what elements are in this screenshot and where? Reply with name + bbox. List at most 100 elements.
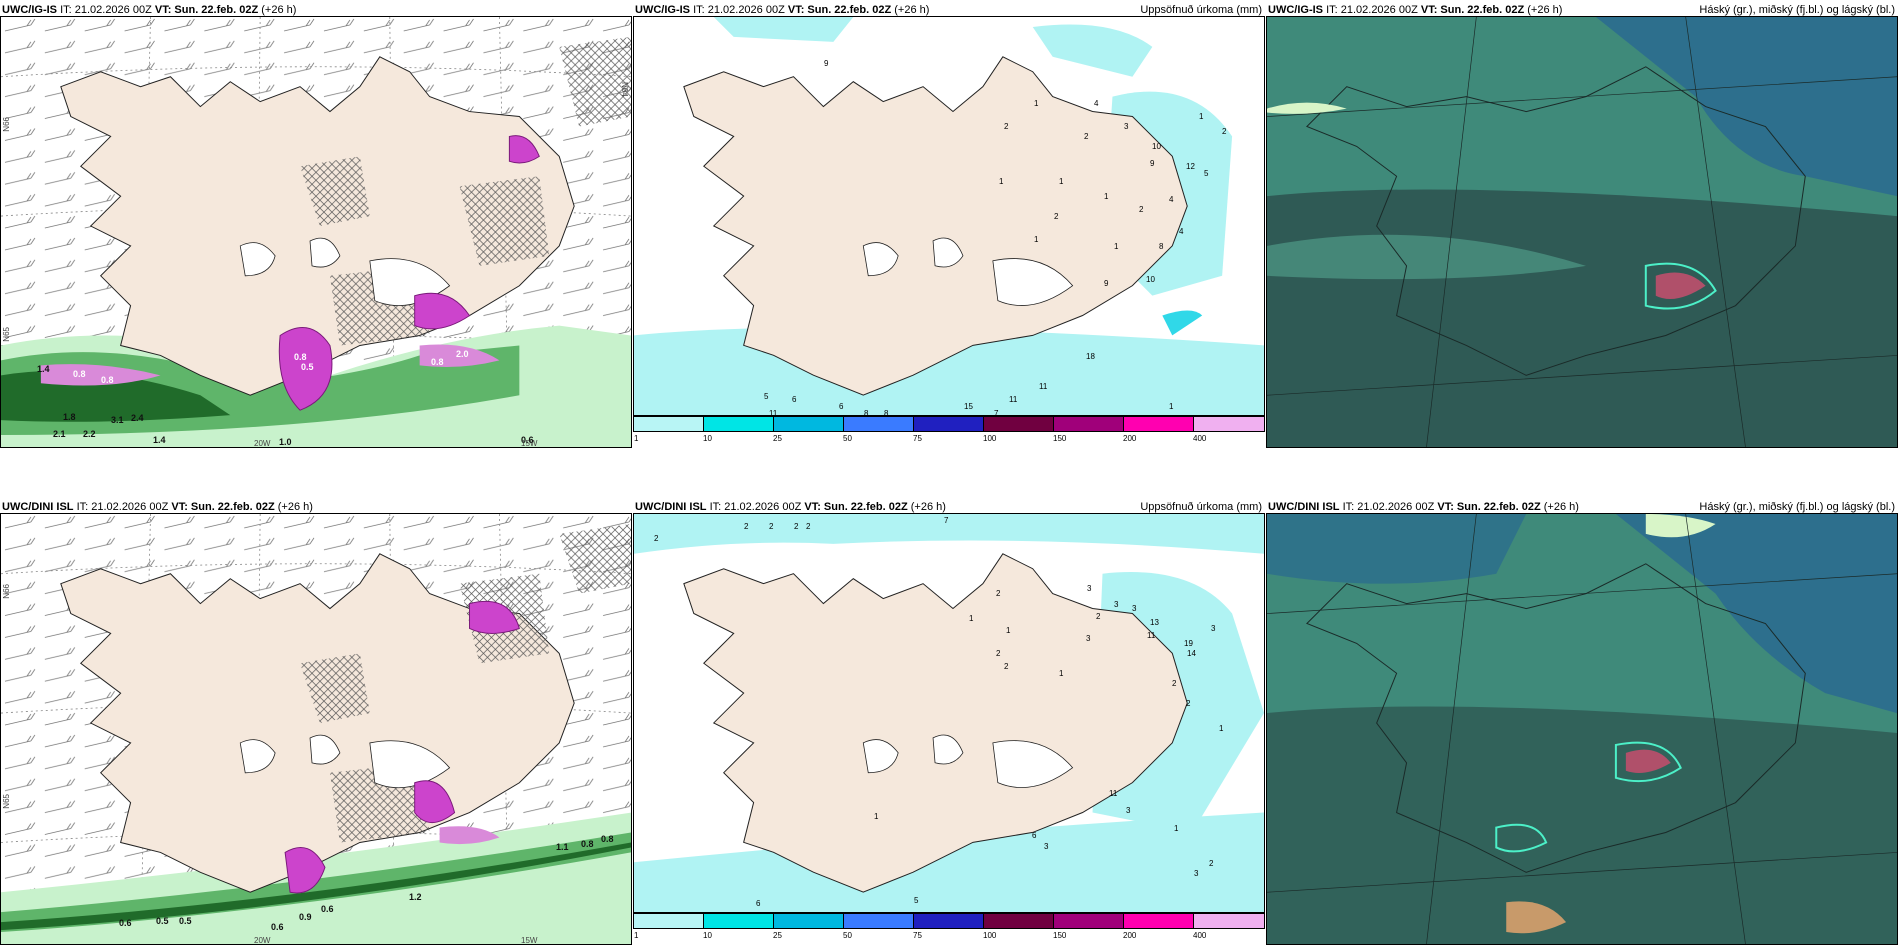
wind-label: 0.5: [179, 916, 192, 926]
precip-value: 1: [969, 614, 974, 623]
wind-label: 1.1: [556, 842, 569, 852]
cloud-high-blue: [1595, 17, 1897, 197]
wind-label: 0.6: [521, 435, 534, 445]
panel-header: UWC/DINI ISL IT: 21.02.2026 00Z VT: Sun.…: [0, 497, 632, 517]
lon-label-15w: 15W: [521, 439, 538, 448]
valid-time: Sun. 22.feb. 02Z: [174, 4, 259, 16]
model-name: UWC/IG-IS: [1268, 4, 1323, 16]
lat-label-64: N64: [620, 82, 629, 97]
precip-value: 4: [1179, 227, 1184, 236]
iceland-land: [683, 553, 1188, 893]
wind-label: 0.6: [271, 922, 284, 932]
precip-value: 8: [864, 409, 869, 416]
wind-label: 3.1: [111, 415, 124, 425]
precip-value: 3: [1194, 869, 1199, 878]
valid-time: Sun. 22.feb. 02Z: [807, 4, 892, 16]
iceland-outline: [1305, 66, 1806, 376]
glaciers: [862, 237, 1074, 306]
glaciers: [239, 734, 451, 789]
wind-label: 0.8: [431, 357, 444, 367]
model-name: UWC/DINI ISL: [635, 501, 707, 513]
wind-label: 0.9: [299, 912, 312, 922]
precip-value: 19: [1184, 639, 1193, 648]
model-name: UWC/IG-IS: [2, 4, 57, 16]
precip-value: 13: [1150, 618, 1159, 627]
header-left: UWC/DINI ISL IT: 21.02.2026 00Z VT: Sun.…: [635, 497, 946, 517]
colorbar-tick: 400: [1193, 434, 1207, 443]
precip-value: 8: [1159, 242, 1164, 251]
precip-value: 3: [1124, 122, 1129, 131]
colorbar-bin: [773, 416, 843, 432]
valid-time: Sun. 22.feb. 02Z: [823, 501, 908, 513]
valid-prefix: VT:: [804, 501, 821, 513]
precip-value: 1: [1034, 235, 1039, 244]
colorbar-tick: 1: [634, 931, 639, 940]
precip-value: 5: [764, 392, 769, 401]
colorbar-tick: 150: [1053, 931, 1067, 940]
wind-label: 1.8: [63, 412, 76, 422]
precip-value: 1: [1169, 402, 1174, 411]
colorbar-tick: 50: [843, 931, 852, 940]
wind-label: 1.0: [279, 437, 292, 447]
cloud-core-pink: [1625, 749, 1671, 774]
precip-value: 2: [1186, 699, 1191, 708]
precip-value: 2: [1004, 122, 1009, 131]
cloud-high-streak: [1645, 514, 1716, 538]
header-left: UWC/IG-IS IT: 21.02.2026 00Z VT: Sun. 22…: [635, 0, 929, 20]
lead-time: (+26 h): [277, 501, 313, 513]
precip-value: 1: [1006, 626, 1011, 635]
cloud-high-streak: [1267, 102, 1347, 114]
valid-prefix: VT:: [1420, 4, 1438, 16]
colorbar-tick: 150: [1053, 434, 1067, 443]
precip-value: 14: [1187, 649, 1196, 658]
snow-band-se: [439, 826, 500, 845]
valid-time: Sun. 22.feb. 02Z: [1456, 501, 1541, 513]
precip-value: 2: [996, 649, 1001, 658]
precip-value: 2: [996, 589, 1001, 598]
init-time: IT: 21.02.2026 00Z: [1342, 501, 1435, 513]
precip-south-light: [634, 812, 1264, 912]
precip-value: 11: [1039, 382, 1048, 391]
colorbar-tick: 100: [983, 931, 997, 940]
colorbar-bin: [1053, 913, 1123, 929]
lon-label-20w: 20W: [254, 439, 271, 448]
panel-header: UWC/IG-IS IT: 21.02.2026 00Z VT: Sun. 22…: [633, 0, 1265, 20]
wind-label: 2.0: [456, 349, 469, 359]
precip-value: 1: [1114, 242, 1119, 251]
valid-prefix: VT:: [787, 4, 805, 16]
snow-core-south: [278, 327, 333, 411]
cloud-core-pink: [1655, 272, 1706, 300]
snow-core-northeast: [508, 135, 540, 164]
precip-value: 6: [756, 899, 761, 908]
precip-value: 2: [1222, 127, 1227, 136]
precip-value: 3: [1087, 584, 1092, 593]
colorbar-bin: [913, 913, 983, 929]
snow-core-east: [414, 780, 456, 824]
init-time: IT: 21.02.2026 00Z: [76, 501, 169, 513]
cloud-high-blue: [1615, 514, 1897, 714]
precip-value: 3: [1086, 634, 1091, 643]
precip-value: 1: [1034, 99, 1039, 108]
precip-map-svg: [634, 17, 1264, 415]
snow-band-west: [40, 364, 161, 386]
precip-map-svg: [634, 514, 1264, 912]
panel-title: Háský (gr.), miðský (fj.bl.) og lágský (…: [1699, 501, 1895, 513]
cloud-contour: [1644, 262, 1717, 310]
colorbar-tick: 25: [773, 931, 782, 940]
precip-value: 2: [769, 522, 774, 531]
panel-dini-precip: UWC/DINI ISL IT: 21.02.2026 00Z VT: Sun.…: [633, 497, 1265, 945]
snow-core-northeast: [469, 600, 520, 634]
colorbar-tick: 75: [913, 931, 922, 940]
colorbar-bin: [843, 416, 913, 432]
lon-label-15w: 15W: [521, 936, 538, 945]
colorbar-bin: [1123, 913, 1193, 929]
precip-value: 1: [999, 177, 1004, 186]
init-time: IT: 21.02.2026 00Z: [693, 4, 785, 16]
wind-label: 1.4: [37, 364, 50, 374]
colorbar-tick: 50: [843, 434, 852, 443]
wind-label: 0.5: [156, 916, 169, 926]
panel-igis-precip: UWC/IG-IS IT: 21.02.2026 00Z VT: Sun. 22…: [633, 0, 1265, 448]
precip-value: 2: [806, 522, 811, 531]
wind-map-svg: [1, 17, 631, 447]
wind-label: 0.8: [294, 352, 307, 362]
